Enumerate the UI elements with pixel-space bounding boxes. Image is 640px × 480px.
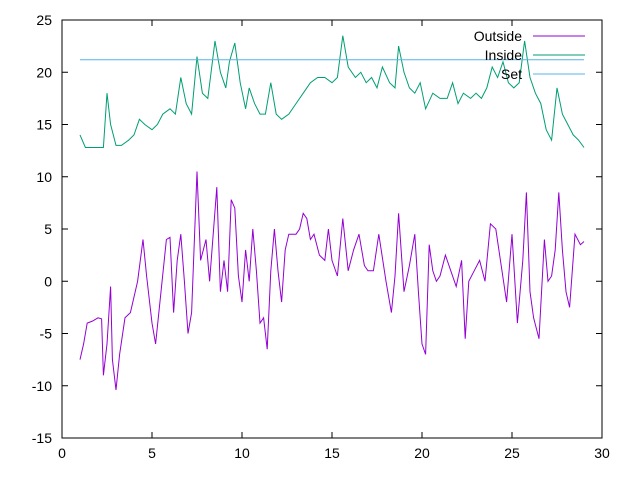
legend-label-inside: Inside — [485, 47, 523, 63]
x-tick-label: 15 — [324, 445, 340, 461]
x-tick-label: 10 — [234, 445, 250, 461]
x-tick-label: 20 — [414, 445, 430, 461]
y-tick-label: 20 — [36, 64, 52, 80]
axis-ticks: 0 5 10 15 20 25 30 -15 -10 -5 0 5 10 15 20 25 — [32, 12, 610, 461]
x-tick-label: 0 — [58, 445, 66, 461]
y-tick-label: 5 — [44, 221, 52, 237]
y-tick-label: 0 — [44, 273, 52, 289]
y-tick-label: 25 — [36, 12, 52, 28]
legend-label-outside: Outside — [474, 28, 522, 44]
x-tick-label: 30 — [594, 445, 610, 461]
y-tick-label: 10 — [36, 169, 52, 185]
y-tick-label: 15 — [36, 117, 52, 133]
x-tick-label: 5 — [148, 445, 156, 461]
line-chart: 0 5 10 15 20 25 30 -15 -10 -5 0 5 10 15 20 25 Outside In… — [0, 0, 640, 480]
legend-label-set: Set — [501, 66, 522, 82]
x-tick-label: 25 — [504, 445, 520, 461]
series-line-outside — [80, 172, 584, 390]
y-tick-label: -5 — [40, 326, 53, 342]
y-tick-label: -15 — [32, 430, 52, 446]
y-tick-label: -10 — [32, 378, 52, 394]
series-lines — [80, 36, 584, 390]
